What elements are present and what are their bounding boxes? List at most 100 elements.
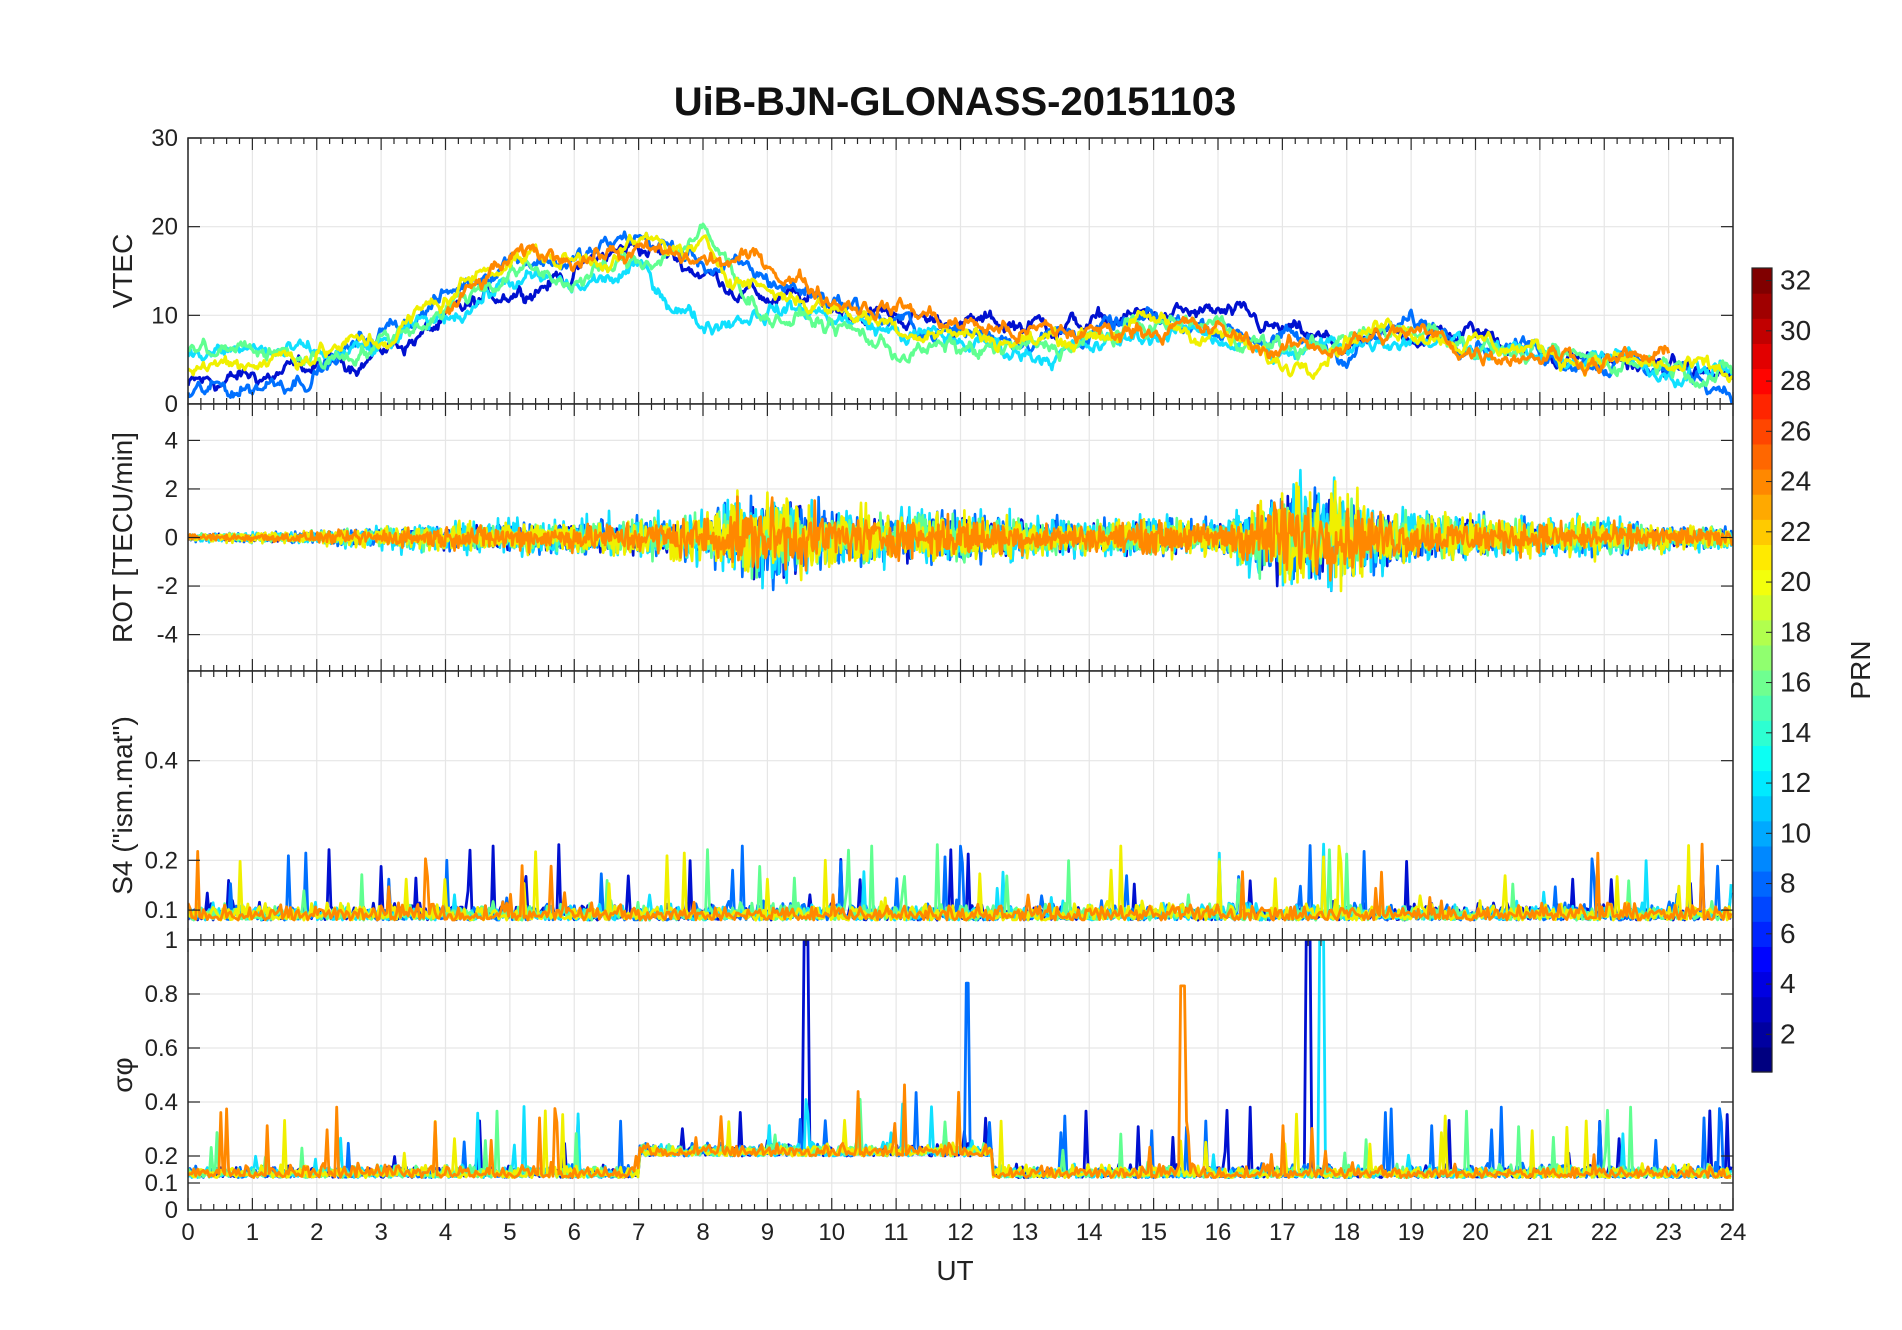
x-tick-label: 23 xyxy=(1655,1219,1682,1246)
y-tick-label: -2 xyxy=(157,573,178,600)
colorbar-segment xyxy=(1752,996,1772,1023)
y-tick-label: 20 xyxy=(151,214,178,241)
x-tick-label: 17 xyxy=(1269,1219,1296,1246)
panel-s4: 0.1 0.2 0.4 S4 ("ism.mat") xyxy=(107,670,1734,941)
vtec-series-prn-20 xyxy=(188,231,1733,384)
series-group xyxy=(188,222,1733,404)
x-tick-label: 6 xyxy=(568,1219,581,1246)
colorbar-segment xyxy=(1752,519,1772,545)
colorbar-segment xyxy=(1752,971,1772,998)
sigma-series-prn-24 xyxy=(188,984,1732,1179)
y-tick-label: 0.2 xyxy=(145,1143,178,1170)
colorbar-segment xyxy=(1752,845,1772,872)
y-tick-label: 0.4 xyxy=(145,748,178,775)
rot-series-prn-24 xyxy=(188,495,1733,582)
series-group xyxy=(188,468,1733,593)
x-tick-label: 24 xyxy=(1720,1219,1747,1246)
colorbar-tick-label: 18 xyxy=(1780,616,1811,647)
colorbar-segment xyxy=(1752,921,1772,947)
colorbar-segment xyxy=(1752,720,1772,746)
panel-vtec: 0 10 20 30 VTEC xyxy=(107,125,1734,418)
y-tick-label: 0 xyxy=(165,391,178,418)
colorbar-segment xyxy=(1752,795,1772,822)
x-tick-label: 1 xyxy=(246,1219,259,1246)
colorbar-segment xyxy=(1752,443,1772,470)
vtec-series-prn-24 xyxy=(444,239,1671,377)
y-tick-label: 10 xyxy=(151,302,178,329)
colorbar-segment xyxy=(1752,946,1772,973)
colorbar-segment xyxy=(1752,544,1772,571)
y-axis-label: σφ xyxy=(107,1057,138,1092)
colorbar-tick-label: 26 xyxy=(1780,415,1811,446)
x-tick-label: 16 xyxy=(1205,1219,1232,1246)
chart-title: UiB-BJN-GLONASS-20151103 xyxy=(674,80,1236,124)
colorbar-segment xyxy=(1752,820,1772,847)
colorbar-segment xyxy=(1752,393,1772,420)
colorbar-tick-label: 28 xyxy=(1780,365,1811,396)
x-tick-label: 14 xyxy=(1076,1219,1103,1246)
y-tick-label: 0.6 xyxy=(145,1035,178,1062)
colorbar-segment xyxy=(1752,770,1772,797)
x-tick-label: 2 xyxy=(310,1219,323,1246)
colorbar-tick-label: 8 xyxy=(1780,868,1796,899)
y-tick-label: 0.4 xyxy=(145,1089,178,1116)
colorbar-frame xyxy=(1751,267,1773,1073)
y-tick-label: 0.8 xyxy=(145,981,178,1008)
colorbar-tick-label: 24 xyxy=(1780,466,1811,497)
x-tick-label: 7 xyxy=(632,1219,645,1246)
x-tick-label: 11 xyxy=(884,1219,909,1246)
y-tick-label: 0.2 xyxy=(145,847,178,874)
colorbar-segment xyxy=(1752,368,1772,395)
colorbar-tick-label: 22 xyxy=(1780,516,1811,547)
colorbar-segment xyxy=(1752,695,1772,721)
y-axis-label: S4 ("ism.mat") xyxy=(107,716,138,895)
colorbar-tick-label: 2 xyxy=(1780,1018,1796,1049)
y-tick-label: 4 xyxy=(165,427,178,454)
y-tick-label: 0 xyxy=(165,1197,178,1224)
colorbar-segment xyxy=(1752,896,1772,922)
colorbar-segment xyxy=(1752,871,1772,897)
colorbar-tick-label: 20 xyxy=(1780,566,1811,597)
colorbar-label: PRN xyxy=(1845,640,1876,699)
x-tick-label: 8 xyxy=(696,1219,709,1246)
y-tick-label: -4 xyxy=(157,622,178,649)
colorbar-segment xyxy=(1752,343,1772,370)
colorbar-segment xyxy=(1752,569,1772,596)
x-tick-label: 4 xyxy=(439,1219,452,1246)
colorbar-segment xyxy=(1752,469,1772,495)
colorbar-tick-label: 16 xyxy=(1780,667,1811,698)
x-tick-label: 21 xyxy=(1527,1219,1554,1246)
colorbar-tick-label: 12 xyxy=(1780,767,1811,798)
y-tick-label: 30 xyxy=(151,125,178,152)
series-group xyxy=(188,940,1733,1179)
colorbar-segment xyxy=(1752,318,1772,344)
colorbar-segment xyxy=(1752,418,1772,445)
colorbar-segment xyxy=(1752,268,1772,294)
y-tick-label: 0.1 xyxy=(145,897,178,924)
colorbar-segment xyxy=(1752,1021,1772,1048)
x-tick-label: 5 xyxy=(503,1219,516,1246)
colorbar-segment xyxy=(1752,1046,1772,1073)
x-tick-label: 22 xyxy=(1591,1219,1618,1246)
colorbar-tick-label: 4 xyxy=(1780,968,1796,999)
colorbar-segment xyxy=(1752,594,1772,621)
colorbar-tick-label: 6 xyxy=(1780,918,1796,949)
x-tick-label: 20 xyxy=(1462,1219,1489,1246)
colorbar-segment xyxy=(1752,293,1772,319)
y-tick-label: 2 xyxy=(165,476,178,503)
x-tick-label: 15 xyxy=(1140,1219,1167,1246)
y-tick-label: 0 xyxy=(165,525,178,552)
colorbar-tick-label: 32 xyxy=(1780,265,1811,296)
s4-series-prn-24 xyxy=(188,842,1733,922)
x-axis-label: UT xyxy=(936,1255,973,1286)
colorbar-tick-label: 30 xyxy=(1780,315,1811,346)
x-tick-label: 12 xyxy=(947,1219,974,1246)
x-tick-label: 9 xyxy=(761,1219,774,1246)
y-tick-label: 0.1 xyxy=(145,1170,178,1197)
series-group xyxy=(188,842,1733,922)
colorbar-segment xyxy=(1752,644,1772,671)
panel-rot: -4 -2 0 2 4 ROT [TECU/min] xyxy=(107,403,1734,672)
